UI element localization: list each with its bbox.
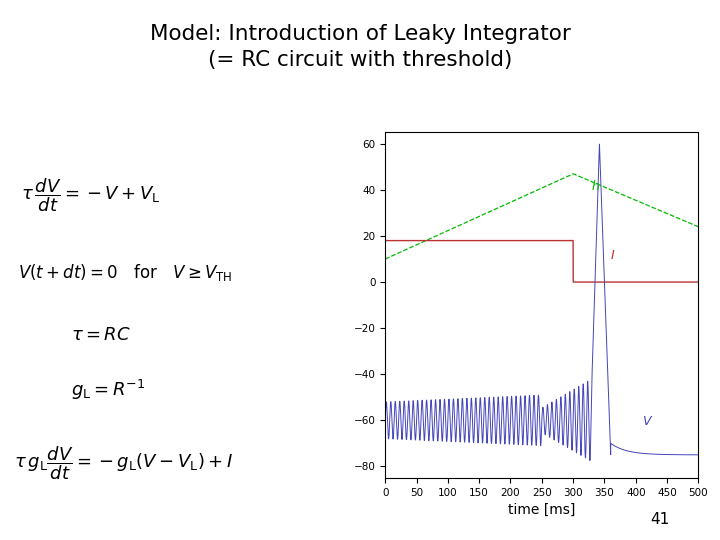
- Text: $\tau \, g_{\rm L} \dfrac{dV}{dt} = -g_{\rm L}(V - V_{\rm L}) + I$: $\tau \, g_{\rm L} \dfrac{dV}{dt} = -g_{…: [14, 444, 233, 482]
- Text: $\tau \, \dfrac{dV}{dt} = -V + V_{\rm L}$: $\tau \, \dfrac{dV}{dt} = -V + V_{\rm L}…: [22, 177, 161, 214]
- Text: V: V: [642, 415, 651, 428]
- Text: $\tau = RC$: $\tau = RC$: [71, 326, 130, 344]
- Text: Model: Introduction of Leaky Integrator
(= RC circuit with threshold): Model: Introduction of Leaky Integrator …: [150, 24, 570, 70]
- X-axis label: time [ms]: time [ms]: [508, 503, 575, 517]
- Text: $V(t+dt) = 0 \quad \mathrm{for} \quad V \geq V_{\rm TH}$: $V(t+dt) = 0 \quad \mathrm{for} \quad V …: [18, 262, 233, 283]
- Text: h: h: [592, 180, 600, 193]
- Text: I: I: [611, 249, 614, 262]
- Text: $g_{\rm L} = R^{-1}$: $g_{\rm L} = R^{-1}$: [71, 378, 145, 402]
- Text: 41: 41: [650, 511, 670, 526]
